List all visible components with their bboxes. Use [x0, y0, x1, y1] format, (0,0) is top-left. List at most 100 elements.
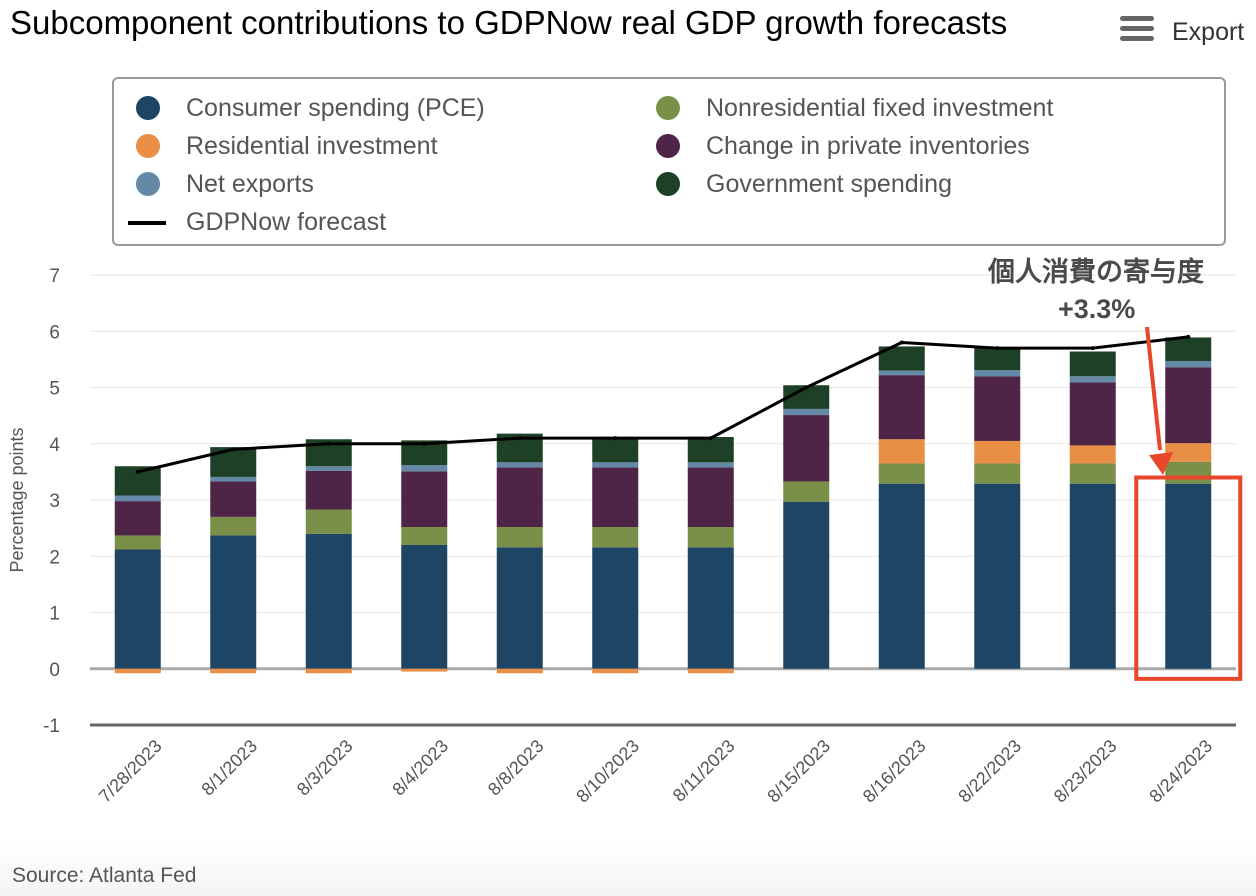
- gdpnow-point[interactable]: [422, 441, 427, 446]
- gdpnow-point[interactable]: [1186, 334, 1191, 339]
- bar-segment[interactable]: [114, 549, 161, 669]
- bar-segment[interactable]: [1069, 445, 1116, 464]
- bar-segment[interactable]: [114, 535, 161, 550]
- bar-segment[interactable]: [687, 467, 734, 527]
- bar-segment[interactable]: [1165, 461, 1212, 484]
- bar-segment[interactable]: [974, 347, 1021, 371]
- bar-segment[interactable]: [1069, 382, 1116, 446]
- bar-segment[interactable]: [783, 415, 830, 482]
- x-tick-label: 8/24/2023: [1145, 736, 1216, 807]
- x-tick-label: 8/3/2023: [293, 736, 357, 800]
- bar-segment[interactable]: [1165, 443, 1212, 462]
- bar-segment[interactable]: [1165, 483, 1212, 669]
- bar-segment[interactable]: [878, 370, 925, 376]
- bar-segment[interactable]: [974, 440, 1021, 464]
- export-button[interactable]: Export: [1118, 10, 1256, 50]
- bar-segment[interactable]: [1069, 483, 1116, 669]
- bar-segment[interactable]: [974, 370, 1021, 377]
- y-tick-label: 2: [49, 547, 60, 568]
- bar-segment[interactable]: [878, 463, 925, 484]
- y-tick-label: 0: [49, 660, 60, 681]
- bar-segment[interactable]: [974, 463, 1021, 484]
- bar-segment[interactable]: [496, 547, 543, 669]
- y-axis-title: Percentage points: [7, 427, 27, 572]
- bar-segment[interactable]: [114, 495, 161, 502]
- bar-segment[interactable]: [878, 375, 925, 440]
- gdpnow-point[interactable]: [517, 436, 522, 441]
- legend-marker-inventories: [656, 134, 680, 158]
- bar-segment[interactable]: [210, 447, 257, 477]
- bar-segment[interactable]: [210, 481, 257, 517]
- bar-segment[interactable]: [305, 470, 352, 510]
- x-tick-label: 8/10/2023: [572, 736, 643, 807]
- bar-segment[interactable]: [1165, 337, 1212, 362]
- bar-segment[interactable]: [210, 516, 257, 536]
- gdpnow-point[interactable]: [613, 436, 618, 441]
- bar-segment[interactable]: [305, 668, 352, 674]
- gdpnow-forecast-line[interactable]: [137, 335, 1189, 474]
- bar-segment[interactable]: [1069, 463, 1116, 484]
- gdpnow-point[interactable]: [899, 340, 904, 345]
- footer-band: [0, 840, 1256, 896]
- bar-segment[interactable]: [783, 481, 830, 502]
- x-tick-label: 8/8/2023: [484, 736, 548, 800]
- bar-segment[interactable]: [592, 547, 639, 669]
- bar-segment[interactable]: [687, 462, 734, 468]
- x-tick-label: 8/23/2023: [1050, 736, 1121, 807]
- hamburger-menu-icon: [1120, 16, 1154, 42]
- bar-segment[interactable]: [1165, 367, 1212, 444]
- bar-segment[interactable]: [496, 462, 543, 468]
- bar-segment[interactable]: [592, 437, 639, 463]
- bar-segment[interactable]: [1069, 351, 1116, 377]
- y-tick-label: 6: [49, 322, 60, 343]
- bar-segment[interactable]: [401, 471, 448, 527]
- annotation-title: 個人消費の寄与度: [988, 257, 1204, 287]
- bar-segment[interactable]: [974, 483, 1021, 669]
- bar-segment[interactable]: [687, 437, 734, 463]
- y-tick-label: 5: [49, 379, 60, 400]
- bar-segment[interactable]: [114, 501, 161, 536]
- bar-segment[interactable]: [878, 483, 925, 669]
- gdpnow-point[interactable]: [326, 441, 331, 446]
- bar-segment[interactable]: [1069, 376, 1116, 383]
- legend-label: Nonresidential fixed investment: [706, 94, 1054, 122]
- bar-segment[interactable]: [305, 466, 352, 471]
- bar-segment[interactable]: [783, 408, 830, 416]
- bar-segment[interactable]: [592, 462, 639, 468]
- bar-segment[interactable]: [401, 668, 448, 672]
- bar-segment[interactable]: [783, 501, 830, 669]
- bar-segment[interactable]: [401, 465, 448, 472]
- bar-segment[interactable]: [210, 668, 257, 674]
- legend-label: Net exports: [186, 170, 314, 198]
- bar-segment[interactable]: [592, 467, 639, 527]
- gdpnow-point[interactable]: [804, 385, 809, 390]
- bar-segment[interactable]: [305, 509, 352, 534]
- bar-segment[interactable]: [210, 476, 257, 482]
- legend-label: Consumer spending (PCE): [186, 94, 485, 122]
- bar-segment[interactable]: [592, 527, 639, 548]
- bar-segment[interactable]: [114, 668, 161, 674]
- bar-segment[interactable]: [687, 668, 734, 674]
- source-credit: Source: Atlanta Fed: [12, 864, 197, 887]
- bar-segment[interactable]: [592, 668, 639, 674]
- gdpnow-point[interactable]: [135, 469, 140, 474]
- gdpnow-point[interactable]: [995, 346, 1000, 351]
- bar-segment[interactable]: [1165, 361, 1212, 368]
- bar-segment[interactable]: [878, 439, 925, 464]
- bar-segment[interactable]: [687, 527, 734, 548]
- bar-segment[interactable]: [210, 535, 257, 669]
- annotation-arrow-shaft: [1145, 326, 1162, 451]
- bar-segment[interactable]: [496, 467, 543, 527]
- bar-segment[interactable]: [496, 527, 543, 548]
- bar-segment[interactable]: [496, 668, 543, 674]
- bar-segment[interactable]: [783, 385, 830, 409]
- legend-marker-government: [656, 172, 680, 196]
- gdpnow-point[interactable]: [708, 436, 713, 441]
- bar-segment[interactable]: [974, 376, 1021, 441]
- gdpnow-point[interactable]: [231, 447, 236, 452]
- bar-segment[interactable]: [687, 547, 734, 669]
- bar-segment[interactable]: [401, 545, 448, 669]
- gdpnow-point[interactable]: [1090, 346, 1095, 351]
- bar-segment[interactable]: [401, 527, 448, 545]
- bar-segment[interactable]: [305, 533, 352, 669]
